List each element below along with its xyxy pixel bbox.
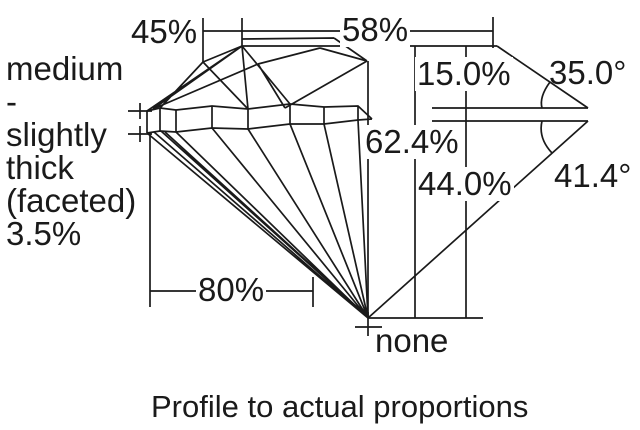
pavilion-angle-arc [540,120,553,154]
star-length-label: 45% [131,13,198,50]
caption: Profile to actual proportions [151,389,529,424]
pavilion-depth-label: 44.0% [416,165,514,202]
table-size-label: 58% [340,11,411,48]
crown-height-label: 15.0% [415,55,513,92]
culet-label: none [375,322,449,359]
girdle-band-top [146,103,373,120]
crown-angle-label: 35.0° [549,54,627,91]
girdle-thickness-line: slightly [6,116,107,153]
girdle-thickness-line: 3.5% [6,215,82,252]
girdle-thickness-line: (faceted) [6,182,137,219]
crown-facet-lines [146,37,368,112]
pavilion-facet-lines [146,119,369,319]
crown-angle-line [496,45,589,109]
total-depth-label: 62.4% [363,123,461,160]
girdle-thickness-line: thick [6,149,74,186]
girdle-band-bottom [146,118,373,134]
lower-girdle-length-label: 80% [196,271,267,308]
crown-angle-arc [540,81,551,109]
pavilion-angle-line [367,120,589,319]
girdle-band-divisions [146,104,359,133]
pavilion-angle-label: 41.4° [554,157,632,194]
girdle-thickness-label: medium - slightly thick (faceted) 3.5% [6,52,136,250]
girdle-thickness-line: - [6,83,17,120]
girdle-thickness-line: medium [6,50,124,87]
